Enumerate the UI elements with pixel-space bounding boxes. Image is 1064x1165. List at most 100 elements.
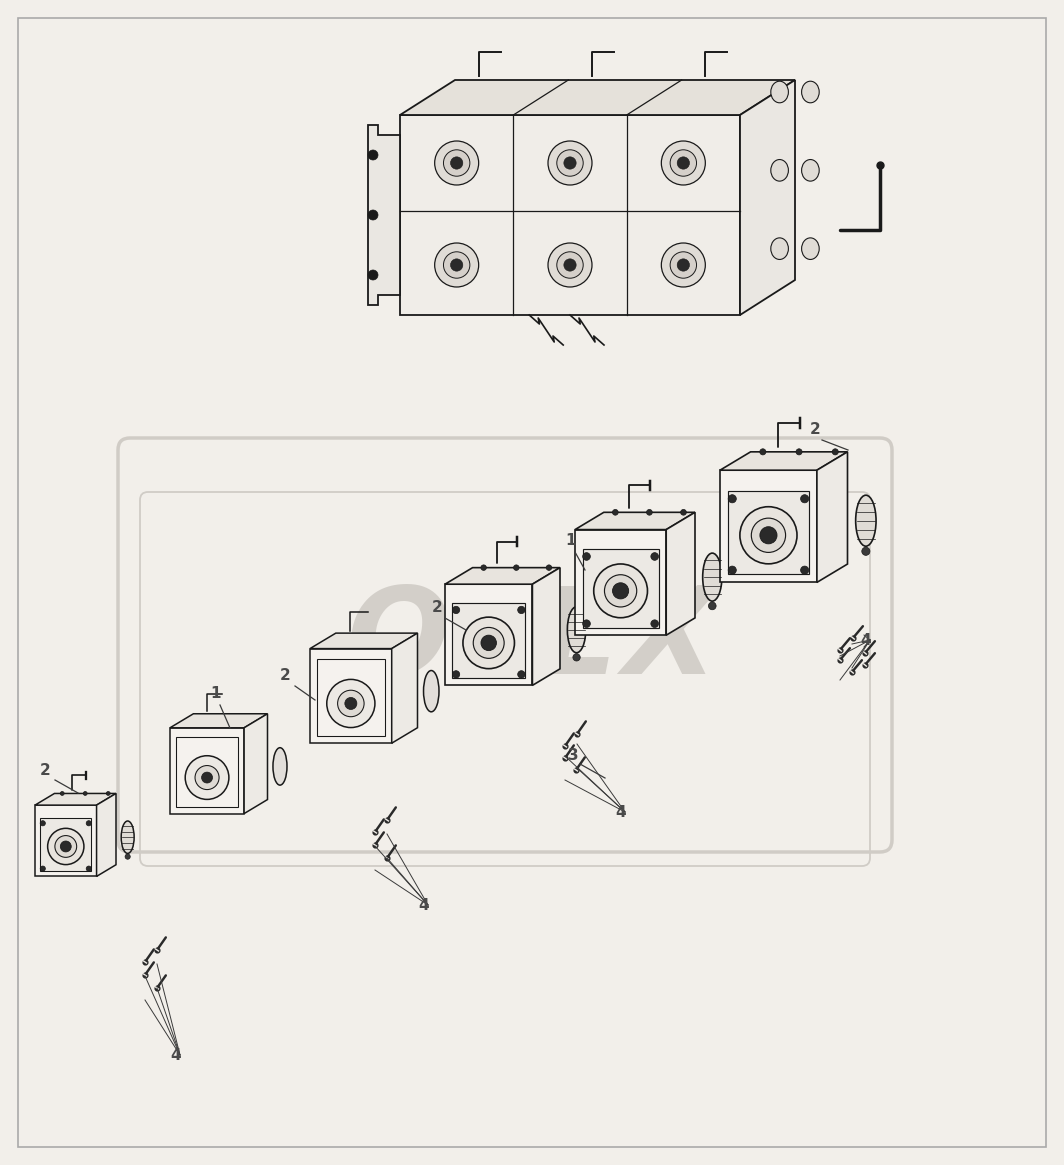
Circle shape bbox=[345, 698, 356, 709]
Circle shape bbox=[40, 820, 46, 826]
Text: 4: 4 bbox=[170, 1048, 181, 1062]
Circle shape bbox=[556, 252, 583, 278]
Circle shape bbox=[61, 791, 64, 796]
Circle shape bbox=[126, 854, 130, 860]
Polygon shape bbox=[575, 530, 666, 635]
Circle shape bbox=[463, 617, 515, 669]
Ellipse shape bbox=[770, 238, 788, 260]
Circle shape bbox=[862, 548, 870, 556]
Polygon shape bbox=[720, 471, 817, 582]
Circle shape bbox=[613, 582, 629, 599]
Polygon shape bbox=[170, 714, 267, 728]
Ellipse shape bbox=[801, 160, 819, 181]
Polygon shape bbox=[97, 793, 116, 876]
Text: OPEX: OPEX bbox=[347, 581, 717, 699]
Text: 2: 2 bbox=[432, 600, 443, 615]
Polygon shape bbox=[310, 633, 417, 649]
Circle shape bbox=[514, 565, 519, 571]
Circle shape bbox=[546, 565, 552, 571]
Circle shape bbox=[444, 150, 470, 176]
Polygon shape bbox=[392, 633, 417, 743]
Polygon shape bbox=[445, 567, 560, 584]
Circle shape bbox=[86, 866, 92, 871]
Circle shape bbox=[368, 270, 378, 280]
Circle shape bbox=[670, 150, 697, 176]
Text: 4: 4 bbox=[615, 805, 626, 820]
Polygon shape bbox=[368, 125, 400, 305]
Circle shape bbox=[327, 679, 375, 728]
Ellipse shape bbox=[770, 82, 788, 103]
Circle shape bbox=[481, 635, 497, 650]
Circle shape bbox=[751, 518, 785, 552]
Circle shape bbox=[662, 243, 705, 287]
Polygon shape bbox=[739, 80, 795, 315]
Circle shape bbox=[195, 765, 219, 790]
Ellipse shape bbox=[121, 821, 134, 854]
Circle shape bbox=[728, 566, 736, 574]
Circle shape bbox=[48, 828, 84, 864]
Polygon shape bbox=[445, 584, 532, 685]
Circle shape bbox=[55, 835, 77, 857]
Circle shape bbox=[613, 509, 618, 515]
Circle shape bbox=[651, 552, 659, 560]
Circle shape bbox=[651, 620, 659, 628]
Circle shape bbox=[647, 509, 652, 515]
Circle shape bbox=[677, 259, 689, 271]
Circle shape bbox=[450, 259, 463, 271]
Ellipse shape bbox=[702, 553, 721, 601]
Circle shape bbox=[800, 495, 809, 503]
Polygon shape bbox=[532, 567, 560, 685]
Circle shape bbox=[583, 552, 591, 560]
Circle shape bbox=[564, 157, 577, 169]
Circle shape bbox=[548, 243, 592, 287]
Text: 4: 4 bbox=[860, 633, 870, 648]
Polygon shape bbox=[728, 490, 809, 574]
Circle shape bbox=[435, 141, 479, 185]
Circle shape bbox=[556, 150, 583, 176]
Circle shape bbox=[518, 606, 525, 614]
Circle shape bbox=[709, 602, 716, 609]
Polygon shape bbox=[170, 728, 244, 813]
Circle shape bbox=[61, 841, 71, 852]
Text: 2: 2 bbox=[40, 763, 51, 778]
Text: 2: 2 bbox=[280, 668, 290, 683]
Circle shape bbox=[450, 157, 463, 169]
Circle shape bbox=[670, 252, 697, 278]
Circle shape bbox=[368, 150, 378, 160]
Ellipse shape bbox=[855, 495, 876, 546]
Polygon shape bbox=[35, 805, 97, 876]
Circle shape bbox=[662, 141, 705, 185]
Circle shape bbox=[728, 495, 736, 503]
Circle shape bbox=[594, 564, 648, 617]
Circle shape bbox=[583, 620, 591, 628]
Circle shape bbox=[86, 820, 92, 826]
Circle shape bbox=[444, 252, 470, 278]
Circle shape bbox=[800, 566, 809, 574]
Polygon shape bbox=[817, 452, 848, 582]
Circle shape bbox=[760, 449, 766, 454]
Ellipse shape bbox=[273, 748, 287, 785]
Circle shape bbox=[83, 791, 87, 796]
Circle shape bbox=[760, 527, 777, 544]
Circle shape bbox=[739, 507, 797, 564]
Ellipse shape bbox=[567, 607, 586, 652]
Text: 1: 1 bbox=[210, 686, 220, 701]
Polygon shape bbox=[720, 452, 848, 471]
Circle shape bbox=[681, 509, 686, 515]
Circle shape bbox=[40, 866, 46, 871]
Ellipse shape bbox=[423, 671, 439, 712]
Polygon shape bbox=[244, 714, 267, 813]
Polygon shape bbox=[35, 793, 116, 805]
Polygon shape bbox=[666, 513, 695, 635]
Text: 3: 3 bbox=[568, 748, 579, 763]
Circle shape bbox=[796, 449, 802, 454]
Circle shape bbox=[368, 210, 378, 220]
Ellipse shape bbox=[801, 238, 819, 260]
Circle shape bbox=[572, 654, 580, 661]
Circle shape bbox=[518, 671, 525, 678]
Polygon shape bbox=[40, 818, 92, 871]
Polygon shape bbox=[400, 115, 739, 315]
Ellipse shape bbox=[801, 82, 819, 103]
Polygon shape bbox=[452, 602, 525, 678]
Polygon shape bbox=[575, 513, 695, 530]
